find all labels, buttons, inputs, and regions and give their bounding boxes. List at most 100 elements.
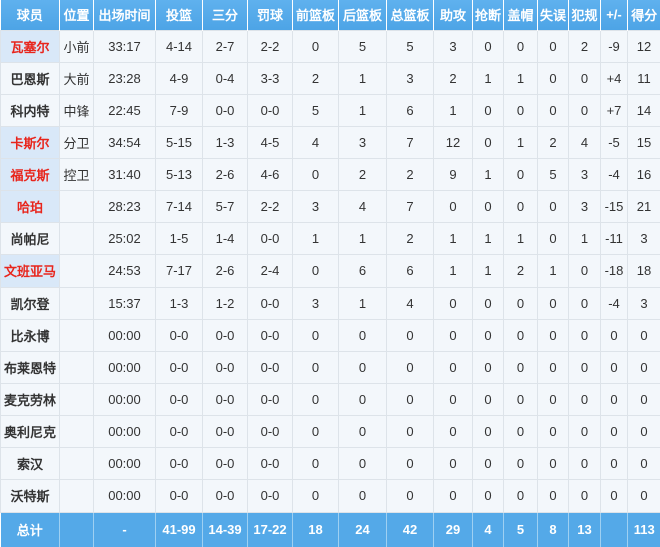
assists-cell: 3 — [433, 29, 473, 63]
plus-minus-cell: 0 — [600, 447, 628, 481]
blocks-cell: 0 — [503, 318, 538, 352]
player-cell[interactable]: 哈珀 — [0, 190, 60, 224]
ft-cell: 4-6 — [247, 157, 293, 192]
def-reb-cell: 4 — [338, 190, 387, 224]
total-reb-cell: 7 — [386, 190, 434, 224]
position-cell — [59, 222, 94, 256]
plus-minus-cell: -9 — [600, 29, 628, 63]
fouls-cell: 0 — [568, 414, 601, 449]
turnovers-cell: 1 — [537, 254, 569, 288]
fg-cell: 0-0 — [155, 479, 203, 513]
plus-minus-cell: 0 — [600, 414, 628, 449]
position-cell — [59, 350, 94, 384]
plus-minus-cell: 0 — [600, 479, 628, 513]
turnovers-cell: 0 — [537, 318, 569, 352]
player-row: 麦克劳林 00:00 0-0 0-0 0-0 0 0 0 0 0 0 0 0 0 0 — [0, 382, 660, 417]
points-cell: 15 — [627, 125, 660, 160]
player-cell[interactable]: 福克斯 — [0, 157, 60, 192]
player-cell[interactable]: 尚帕尼 — [0, 222, 60, 256]
header-steals: 抢断 — [472, 0, 504, 30]
player-cell[interactable]: 比永博 — [0, 318, 60, 352]
3pt-cell: 1-2 — [202, 286, 248, 320]
player-cell[interactable]: 文班亚马 — [0, 254, 60, 288]
player-cell[interactable]: 巴恩斯 — [0, 61, 60, 95]
steals-cell: 0 — [472, 286, 504, 320]
steals-cell: 0 — [472, 318, 504, 352]
3pt-cell: 0-0 — [202, 479, 248, 513]
fouls-cell: 0 — [568, 350, 601, 384]
total-reb-cell: 0 — [386, 318, 434, 352]
points-cell: 18 — [627, 254, 660, 288]
player-row: 瓦塞尔 小前 33:17 4-14 2-7 2-2 0 5 5 3 0 0 0 2 -9 12 — [0, 29, 660, 63]
ft-cell: 2-2 — [247, 190, 293, 224]
ft-cell: 2-2 — [247, 29, 293, 63]
plus-minus-cell: -4 — [600, 286, 628, 320]
player-cell[interactable]: 瓦塞尔 — [0, 29, 60, 63]
total-reb-cell: 2 — [386, 157, 434, 192]
minutes-cell: 33:17 — [93, 29, 156, 63]
assists-cell: 0 — [433, 414, 473, 449]
off-reb-cell: 0 — [292, 318, 339, 352]
plus-minus-cell: +7 — [600, 93, 628, 127]
fg-cell: 0-0 — [155, 318, 203, 352]
turnovers-cell: 0 — [537, 382, 569, 417]
position-cell: 小前 — [59, 29, 94, 63]
totals-minutes: - — [93, 512, 156, 547]
off-reb-cell: 0 — [292, 382, 339, 417]
off-reb-cell: 2 — [292, 61, 339, 95]
points-cell: 11 — [627, 61, 660, 95]
fouls-cell: 0 — [568, 254, 601, 288]
position-cell — [59, 318, 94, 352]
def-reb-cell: 1 — [338, 286, 387, 320]
player-cell[interactable]: 沃特斯 — [0, 479, 60, 513]
steals-cell: 0 — [472, 29, 504, 63]
fouls-cell: 0 — [568, 286, 601, 320]
steals-cell: 0 — [472, 479, 504, 513]
def-reb-cell: 2 — [338, 157, 387, 192]
player-cell[interactable]: 索汉 — [0, 447, 60, 481]
player-cell[interactable]: 科内特 — [0, 93, 60, 127]
player-cell[interactable]: 麦克劳林 — [0, 382, 60, 417]
turnovers-cell: 0 — [537, 61, 569, 95]
minutes-cell: 00:00 — [93, 350, 156, 384]
total-reb-cell: 0 — [386, 447, 434, 481]
def-reb-cell: 0 — [338, 350, 387, 384]
totals-fouls: 13 — [568, 512, 601, 547]
fg-cell: 0-0 — [155, 382, 203, 417]
fouls-cell: 4 — [568, 125, 601, 160]
ft-cell: 0-0 — [247, 479, 293, 513]
points-cell: 3 — [627, 222, 660, 256]
blocks-cell: 0 — [503, 93, 538, 127]
points-cell: 3 — [627, 286, 660, 320]
player-cell[interactable]: 凯尔登 — [0, 286, 60, 320]
points-cell: 0 — [627, 350, 660, 384]
3pt-cell: 0-4 — [202, 61, 248, 95]
3pt-cell: 0-0 — [202, 382, 248, 417]
steals-cell: 1 — [472, 157, 504, 192]
player-cell[interactable]: 奥利尼克 — [0, 414, 60, 449]
minutes-cell: 34:54 — [93, 125, 156, 160]
totals-plus-minus — [600, 512, 628, 547]
position-cell: 控卫 — [59, 157, 94, 192]
header-minutes: 出场时间 — [93, 0, 156, 30]
position-cell: 分卫 — [59, 125, 94, 160]
plus-minus-cell: 0 — [600, 382, 628, 417]
3pt-cell: 0-0 — [202, 350, 248, 384]
minutes-cell: 00:00 — [93, 447, 156, 481]
points-cell: 14 — [627, 93, 660, 127]
blocks-cell: 0 — [503, 414, 538, 449]
assists-cell: 0 — [433, 479, 473, 513]
header-points: 得分 — [627, 0, 660, 30]
plus-minus-cell: 0 — [600, 318, 628, 352]
position-cell: 大前 — [59, 61, 94, 95]
header-turnovers: 失误 — [537, 0, 569, 30]
player-cell[interactable]: 布莱恩特 — [0, 350, 60, 384]
totals-ft: 17-22 — [247, 512, 293, 547]
position-cell: 中锋 — [59, 93, 94, 127]
total-reb-cell: 7 — [386, 125, 434, 160]
turnovers-cell: 5 — [537, 157, 569, 192]
totals-turnovers: 8 — [537, 512, 569, 547]
off-reb-cell: 0 — [292, 254, 339, 288]
player-cell[interactable]: 卡斯尔 — [0, 125, 60, 160]
off-reb-cell: 0 — [292, 157, 339, 192]
